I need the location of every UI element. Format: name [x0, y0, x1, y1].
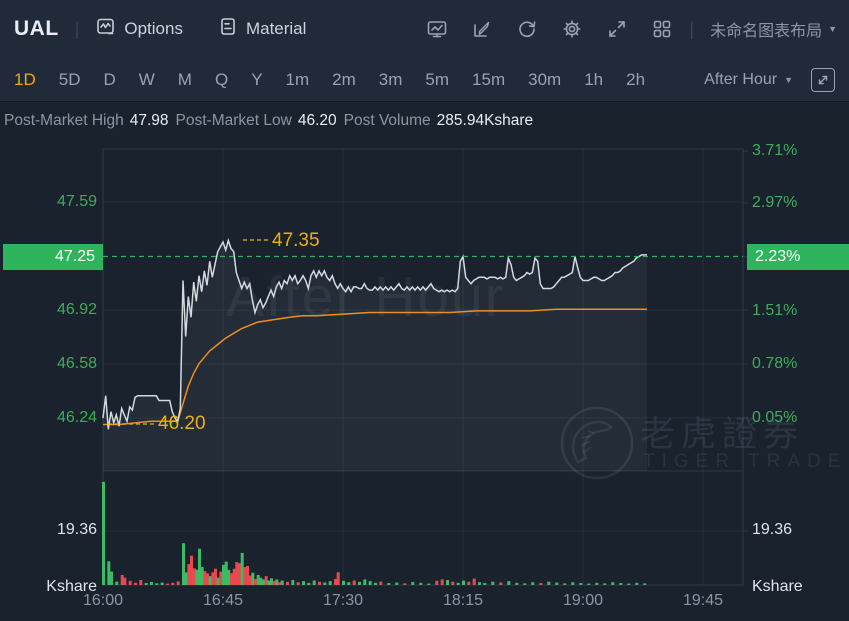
tiger-logo-watermark — [560, 406, 634, 480]
time-axis-label: 16:00 — [82, 592, 124, 609]
post-volume-label: Post Volume — [343, 112, 431, 129]
timeframe-3m[interactable]: 3m — [378, 69, 403, 89]
timeframe-30m[interactable]: 30m — [528, 69, 562, 89]
timeframe-1m[interactable]: 1m — [285, 69, 310, 89]
post-market-low-value: 46.20 — [297, 112, 337, 129]
price-axis-label: 46.58 — [56, 355, 97, 372]
post-market-low-label: Post-Market Low — [175, 112, 292, 129]
post-market-high-label: Post-Market High — [4, 112, 124, 129]
layout-selector[interactable]: 未命名图表布局 ▼ — [710, 17, 837, 41]
expand-chart-icon[interactable] — [811, 67, 835, 92]
material-label: Material — [245, 19, 307, 38]
edit-pencil-icon[interactable] — [471, 18, 493, 40]
divider: | — [689, 18, 695, 39]
price-axis-label: 47.59 — [56, 193, 97, 210]
post-market-high-value: 47.98 — [129, 112, 169, 129]
price-axis-label: 46.92 — [56, 301, 97, 318]
timeframe-d[interactable]: D — [103, 69, 116, 89]
time-axis-label: 17:30 — [322, 592, 364, 609]
volume-unit-label-right: Kshare — [752, 578, 803, 595]
percent-axis-label: 3.71% — [752, 142, 798, 159]
percent-axis-label: 2.97% — [752, 194, 798, 211]
chevron-down-icon: ▼ — [784, 74, 793, 85]
timeframe-5m[interactable]: 5m — [425, 69, 450, 89]
volume-axis-label-right: 19.36 — [752, 521, 793, 538]
timeframe-2h[interactable]: 2h — [626, 69, 646, 89]
fullscreen-arrows-icon[interactable] — [606, 18, 628, 40]
timeframe-1h[interactable]: 1h — [584, 69, 604, 89]
brand-watermark-en: TIGER TRADE — [643, 451, 848, 472]
low-annotation: 46.20 — [158, 413, 206, 434]
current-price-badge: 47.25 — [3, 244, 103, 270]
options-label: Options — [124, 19, 183, 38]
post-volume-value: 285.94Kshare — [436, 112, 534, 129]
timeframe-w[interactable]: W — [138, 69, 155, 89]
brand-watermark-cn: 老虎證券 — [640, 415, 805, 454]
layout-name-label: 未命名图表布局 — [710, 23, 823, 40]
volume-axis-label-left: 19.36 — [56, 521, 97, 538]
time-axis-label: 16:45 — [202, 592, 244, 609]
after-hour-watermark: After Hour — [226, 265, 506, 329]
current-percent-badge: 2.23% — [747, 244, 849, 270]
options-button[interactable]: Options — [95, 16, 183, 42]
high-annotation: 47.35 — [272, 230, 320, 251]
volume-unit-label-left: Kshare — [46, 578, 97, 595]
material-document-icon — [217, 16, 238, 42]
layout-grid-icon[interactable] — [651, 18, 673, 40]
symbol-label[interactable]: UAL — [14, 17, 59, 40]
time-axis-label: 19:00 — [562, 592, 604, 609]
timeframe-15m[interactable]: 15m — [472, 69, 506, 89]
session-selector[interactable]: After Hour ▼ — [704, 71, 793, 89]
time-axis-label: 19:45 — [682, 592, 724, 609]
session-label: After Hour — [704, 70, 778, 88]
percent-axis-label: 0.05% — [752, 409, 798, 426]
timeframe-5d[interactable]: 5D — [58, 69, 81, 89]
price-axis-label: 46.24 — [56, 409, 97, 426]
percent-axis-label: 1.51% — [752, 302, 798, 319]
timeframe-y[interactable]: Y — [251, 69, 263, 89]
timeframe-m[interactable]: M — [177, 69, 192, 89]
timeframe-1d[interactable]: 1D — [14, 69, 36, 89]
chevron-down-icon: ▼ — [828, 24, 837, 34]
options-chart-book-icon — [95, 16, 116, 42]
stats-bar: Post-Market High 47.98 Post-Market Low 4… — [0, 104, 849, 138]
timeframe-bar: 1D 5D D W M Q Y 1m 2m 3m 5m 15m 30m 1h 2h After Hour ▼ — [0, 58, 849, 102]
chart-monitor-icon[interactable] — [426, 18, 448, 40]
reload-icon[interactable] — [516, 18, 538, 40]
settings-gear-icon[interactable] — [561, 18, 583, 40]
time-axis-label: 18:15 — [442, 592, 484, 609]
timeframe-list: 1D 5D D W M Q Y 1m 2m 3m 5m 15m 30m 1h 2h — [14, 70, 645, 90]
percent-axis-label: 0.78% — [752, 355, 798, 372]
top-toolbar: UAL | Options Material — [0, 0, 849, 58]
divider: | — [74, 18, 80, 39]
timeframe-2m[interactable]: 2m — [332, 69, 356, 89]
material-button[interactable]: Material — [217, 16, 306, 42]
timeframe-q[interactable]: Q — [214, 69, 229, 89]
volume-bars — [102, 481, 647, 585]
